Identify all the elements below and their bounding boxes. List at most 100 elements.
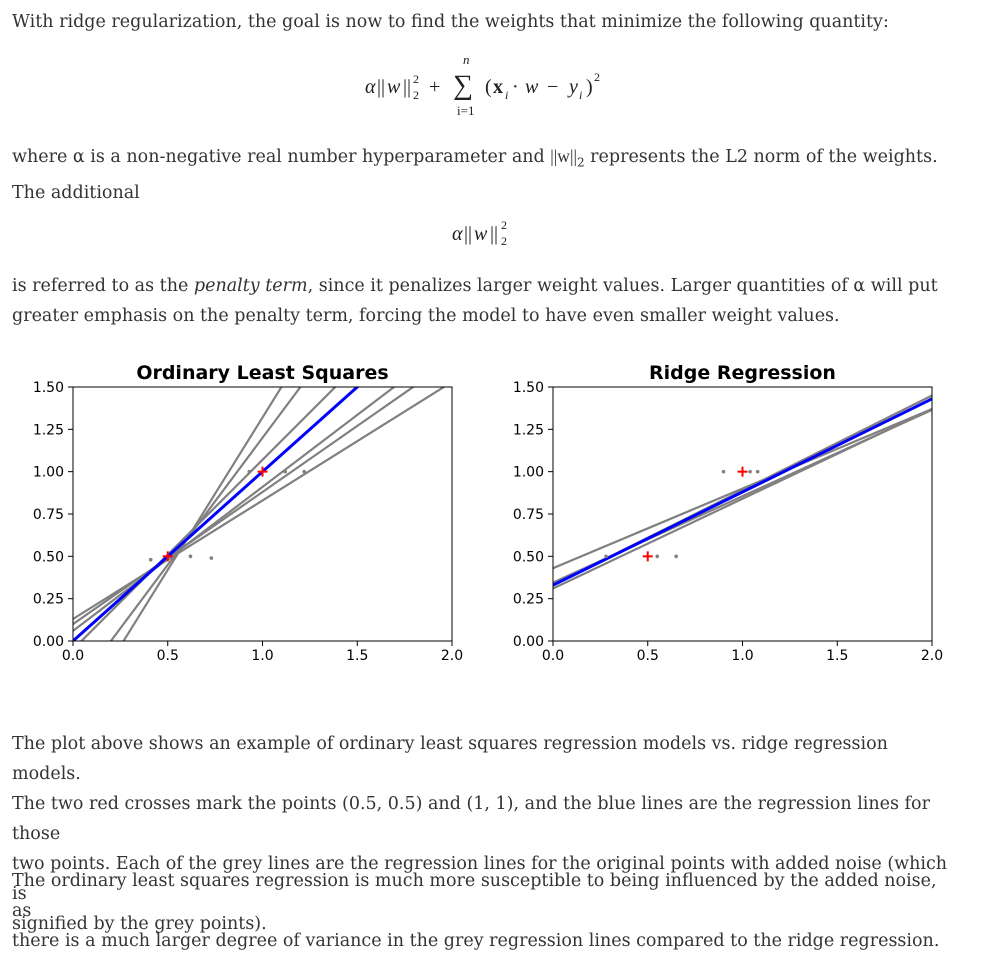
grey-point <box>748 469 752 474</box>
chart-ridge: Ridge Regression 0.0 0.5 1.0 1.5 2.0 0.00 0.25 0… <box>513 362 943 664</box>
penalty-text-b: , since it penalizes larger weight value… <box>307 276 938 296</box>
where-norm: ||w|| <box>550 146 577 166</box>
y-tick-label: 1.00 <box>33 465 64 481</box>
eq-y-sub: i <box>579 88 583 102</box>
grey-regression-line <box>109 387 302 641</box>
eq-alpha: α <box>365 76 376 98</box>
grey-point <box>655 554 660 559</box>
x-tick-label: 0.5 <box>637 648 659 664</box>
y-tick-label: 0.50 <box>33 549 64 565</box>
y-tick-label: 0.75 <box>513 507 544 523</box>
eq-sigma: ∑ <box>453 70 473 101</box>
comparison-charts: Ordinary Least Squares 0.0 0.5 1.0 1.5 2.0 0.0… <box>0 355 990 685</box>
grey-point <box>247 469 252 474</box>
conclusion-paragraph: The ordinary least squares regression is… <box>12 866 952 956</box>
y-tick-label: 0.75 <box>33 507 64 523</box>
explain-l3: two points. Each of the grey lines are t… <box>12 854 948 904</box>
y-tick-label: 1.00 <box>513 465 544 481</box>
y-tick-label: 0.00 <box>33 634 64 650</box>
red-cross-marker <box>162 551 173 562</box>
explain-l4: signified by the grey points). <box>12 914 267 934</box>
penalty-term-emphasis: penalty term <box>193 276 308 296</box>
pen-alpha: α <box>452 223 463 245</box>
grey-point <box>674 554 678 559</box>
red-cross-marker <box>737 466 748 477</box>
plot-frame <box>72 386 453 642</box>
grey-point <box>283 469 288 474</box>
eq-x-sub: i <box>505 88 509 102</box>
chart-title: Ordinary Least Squares <box>136 362 388 384</box>
chart-ols: Ordinary Least Squares 0.0 0.5 1.0 1.5 2.0 0.0… <box>33 362 463 664</box>
eq-open: ( <box>485 76 492 98</box>
eq-minus: − <box>547 76 559 98</box>
eq-w: w <box>387 76 401 98</box>
x-tick-label: 0.0 <box>62 648 84 664</box>
eq-power: 2 <box>594 70 600 84</box>
grey-regression-line <box>122 387 283 641</box>
grey-point <box>148 557 153 562</box>
penalty-paragraph: is referred to as the penalty term, sinc… <box>12 271 952 331</box>
y-tick-label: 1.25 <box>33 422 64 438</box>
explain-paragraph: The plot above shows an example of ordin… <box>12 729 952 939</box>
grey-point <box>209 556 214 560</box>
blue-regression-line <box>73 387 360 641</box>
x-tick-label: 0.0 <box>542 648 564 664</box>
x-tick-label: 1.0 <box>731 648 753 664</box>
blue-regression-line <box>553 397 932 587</box>
chart-title: Ridge Regression <box>649 362 836 384</box>
eq-close: ) <box>586 76 593 98</box>
chart-lines <box>73 387 446 641</box>
eq-sum-bottom: i=1 <box>457 103 475 118</box>
eq-dot: · <box>512 76 519 98</box>
red-cross-marker <box>642 551 653 562</box>
grey-point <box>604 554 608 559</box>
penalty-text-c: greater emphasis on the penalty term, fo… <box>12 306 840 326</box>
penalty-text-a: is referred to as the <box>12 276 194 296</box>
grey-regression-line <box>553 407 932 570</box>
ridge-objective-equation: α || w || 2 2 + n ∑ i=1 ( x i · w − y i … <box>365 50 625 120</box>
intro-paragraph: With ridge regularization, the goal is n… <box>12 7 952 37</box>
pen-sub: 2 <box>501 234 507 248</box>
y-tick-label: 0.00 <box>513 634 544 650</box>
pen-w: w <box>474 223 488 245</box>
pen-norm-open: || <box>464 223 473 245</box>
red-cross-marker <box>257 466 268 477</box>
x-tick-label: 1.0 <box>251 648 273 664</box>
eq-norm-open: || <box>377 76 386 98</box>
eq-w2: w <box>525 76 539 98</box>
x-tick-label: 2.0 <box>441 648 463 664</box>
grey-regression-line <box>73 387 446 620</box>
grey-point <box>755 469 760 474</box>
eq-y: y <box>569 76 578 98</box>
grey-point <box>302 469 306 474</box>
where-text-line2: The additional <box>12 182 140 203</box>
explain-l1: The plot above shows an example of ordin… <box>12 734 888 784</box>
explain-l2: The two red crosses mark the points (0.5… <box>12 794 930 844</box>
y-tick-label: 1.50 <box>513 380 544 396</box>
grey-point <box>188 554 193 559</box>
pen-norm-close: || <box>490 223 499 245</box>
eq-sub: 2 <box>413 88 419 102</box>
conclusion-l1: The ordinary least squares regression is… <box>12 871 937 921</box>
eq-norm-close: || <box>403 76 412 98</box>
y-tick-label: 1.50 <box>33 380 64 396</box>
where-text-a: where α is a non-negative real number hy… <box>12 147 551 167</box>
eq-plus: + <box>429 76 441 98</box>
where-norm-sub: 2 <box>576 155 585 170</box>
penalty-equation: α || w || 2 2 <box>452 213 532 253</box>
pen-sup: 2 <box>501 218 507 232</box>
intro-text: With ridge regularization, the goal is n… <box>12 12 889 32</box>
x-tick-label: 0.5 <box>157 648 179 664</box>
x-tick-label: 2.0 <box>921 648 943 664</box>
eq-x: x <box>493 76 503 98</box>
x-tick-label: 1.5 <box>826 648 848 664</box>
x-tick-label: 1.5 <box>346 648 368 664</box>
grey-point <box>721 469 726 474</box>
y-tick-label: 1.25 <box>513 422 544 438</box>
y-tick-label: 0.50 <box>513 549 544 565</box>
chart-lines <box>553 394 932 590</box>
conclusion-l2: there is a much larger degree of varianc… <box>12 931 940 951</box>
eq-sum-top: n <box>463 52 470 67</box>
charts-svg: Ordinary Least Squares 0.0 0.5 1.0 1.5 2.0 0.0… <box>33 362 943 664</box>
y-tick-label: 0.25 <box>513 592 544 608</box>
